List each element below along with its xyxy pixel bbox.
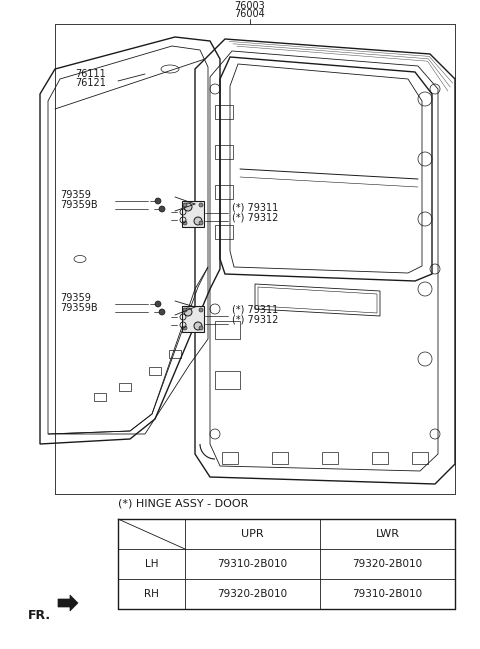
Text: 79320-2B010: 79320-2B010 <box>352 559 422 569</box>
Text: 76003: 76003 <box>235 1 265 11</box>
Bar <box>119 383 131 391</box>
Text: LWR: LWR <box>375 529 399 539</box>
Bar <box>182 201 204 227</box>
Bar <box>215 371 240 389</box>
Circle shape <box>184 308 192 316</box>
Text: 76111: 76111 <box>75 69 106 79</box>
Text: UPR: UPR <box>241 529 264 539</box>
Circle shape <box>155 198 161 204</box>
Bar <box>215 185 233 199</box>
Text: (*) 79312: (*) 79312 <box>232 315 278 325</box>
Text: 79310-2B010: 79310-2B010 <box>217 559 288 569</box>
Text: 79359: 79359 <box>60 293 91 303</box>
Text: 79320-2B010: 79320-2B010 <box>217 589 288 599</box>
Circle shape <box>183 203 187 207</box>
Circle shape <box>159 206 165 212</box>
Text: 79359: 79359 <box>60 190 91 200</box>
Circle shape <box>199 203 203 207</box>
Circle shape <box>194 322 202 330</box>
Bar <box>215 105 233 119</box>
Text: 76121: 76121 <box>75 78 106 88</box>
Text: 79359B: 79359B <box>60 303 97 313</box>
Bar <box>372 452 388 464</box>
Bar <box>94 393 106 401</box>
Bar <box>322 452 338 464</box>
Text: (*) 79312: (*) 79312 <box>232 213 278 223</box>
Text: 76004: 76004 <box>235 9 265 19</box>
Bar <box>412 452 428 464</box>
Bar <box>215 145 233 159</box>
Circle shape <box>184 203 192 211</box>
Text: RH: RH <box>144 589 159 599</box>
Text: LH: LH <box>145 559 158 569</box>
Circle shape <box>199 221 203 225</box>
Circle shape <box>183 221 187 225</box>
Text: (*) 79311: (*) 79311 <box>232 203 278 213</box>
Circle shape <box>183 326 187 330</box>
Text: 79359B: 79359B <box>60 200 97 210</box>
Text: (*) HINGE ASSY - DOOR: (*) HINGE ASSY - DOOR <box>118 499 248 509</box>
Circle shape <box>199 308 203 312</box>
Circle shape <box>183 308 187 312</box>
Circle shape <box>194 217 202 225</box>
Text: FR.: FR. <box>28 609 51 622</box>
Bar <box>149 367 161 375</box>
Circle shape <box>155 301 161 307</box>
Bar <box>272 452 288 464</box>
Bar <box>169 350 181 358</box>
Circle shape <box>159 309 165 315</box>
Text: 79310-2B010: 79310-2B010 <box>352 589 422 599</box>
Bar <box>215 321 240 339</box>
Bar <box>182 306 204 332</box>
Circle shape <box>199 326 203 330</box>
Text: (*) 79311: (*) 79311 <box>232 305 278 315</box>
Polygon shape <box>58 595 78 611</box>
Bar <box>222 452 238 464</box>
Bar <box>215 225 233 239</box>
